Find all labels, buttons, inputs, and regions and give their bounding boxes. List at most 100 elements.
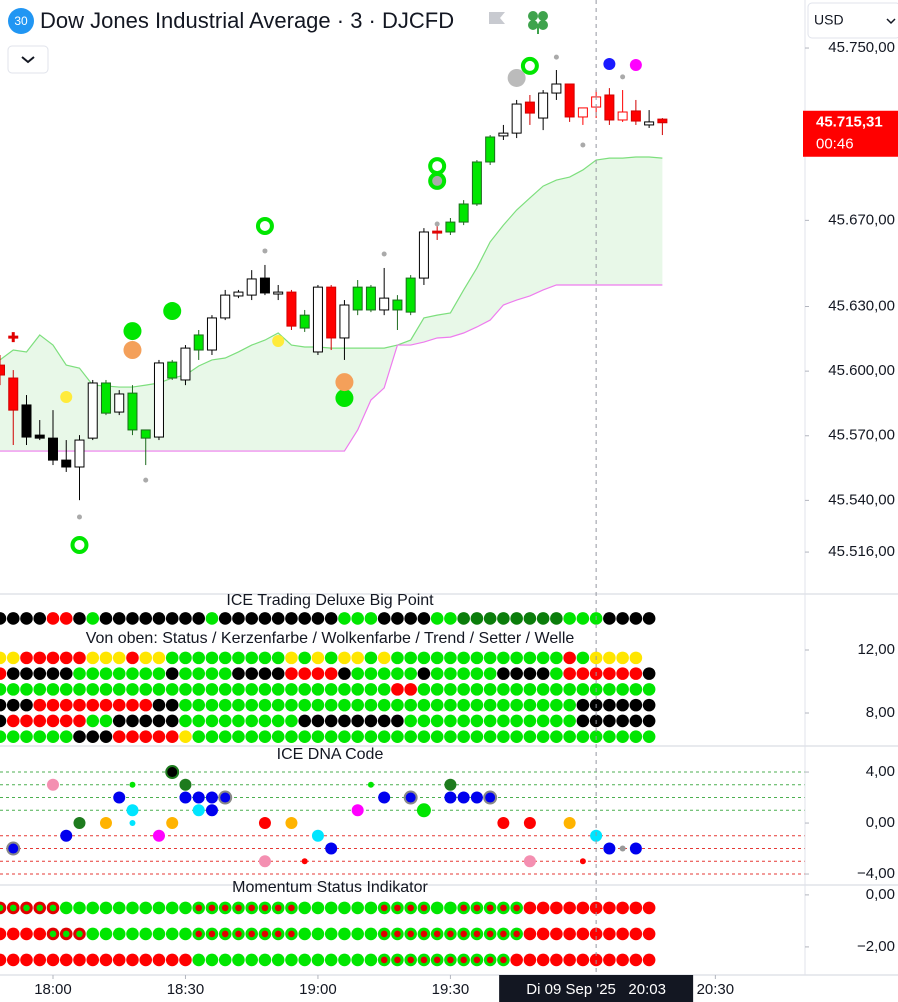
state-dot (417, 714, 431, 728)
candle-body (74, 439, 85, 468)
state-dot (311, 714, 325, 728)
flag-icon[interactable] (489, 12, 505, 24)
state-dot (391, 667, 404, 680)
state-dot (0, 612, 7, 625)
state-dot (324, 667, 338, 680)
candle-body (657, 118, 668, 124)
state-dot (205, 651, 219, 665)
candle-body (617, 111, 628, 121)
state-dot (46, 612, 60, 625)
state-dot (642, 683, 656, 696)
state-dot-core (380, 930, 388, 938)
dna-dot (205, 791, 218, 804)
state-dot (576, 683, 590, 696)
state-dot-core (486, 904, 494, 912)
state-dot (112, 901, 126, 915)
state-dot (285, 667, 298, 680)
state-dot-core (420, 956, 428, 964)
state-dot (444, 714, 457, 728)
candle-body (538, 92, 549, 119)
state-dot (218, 612, 232, 625)
dna-dot (258, 817, 271, 830)
state-dot (218, 714, 232, 728)
dna-dot (523, 817, 536, 830)
signal-dot (553, 54, 559, 60)
state-dot (271, 730, 285, 743)
state-dot (139, 683, 153, 696)
state-dot (232, 714, 245, 728)
state-dot (192, 730, 206, 743)
currency-select[interactable] (807, 2, 898, 39)
state-dot (33, 698, 47, 712)
state-dot (523, 683, 537, 696)
state-dot (20, 683, 33, 696)
state-dot (73, 683, 86, 696)
state-dot (285, 651, 298, 665)
state-dot (73, 953, 86, 967)
dna-dot (378, 791, 391, 804)
candle-body (153, 362, 164, 438)
state-dot (470, 683, 484, 696)
state-dot (377, 714, 391, 728)
state-dot (603, 714, 616, 728)
state-dot-core (261, 904, 269, 912)
state-dot (523, 612, 537, 625)
state-dot (457, 667, 470, 680)
interval-badge (8, 8, 34, 34)
state-dot (576, 927, 590, 941)
state-dot (470, 612, 484, 625)
state-dot (523, 927, 537, 941)
collapse-button[interactable] (7, 45, 49, 74)
candle-body (339, 304, 350, 339)
state-dot (59, 683, 73, 696)
state-dot (324, 683, 338, 696)
state-dot (271, 698, 285, 712)
state-dot (33, 651, 47, 665)
state-dot (351, 714, 364, 728)
state-dot (642, 698, 656, 712)
state-dot (179, 698, 192, 712)
state-dot (324, 927, 338, 941)
state-dot (377, 683, 391, 696)
candle-body (167, 361, 178, 379)
crosshair-label: Di 09 Sep '25 20:03 (526, 981, 666, 998)
state-dot (33, 927, 47, 941)
state-dot (351, 683, 364, 696)
dna-dot (629, 842, 642, 855)
state-dot (457, 714, 470, 728)
state-dot-core (513, 930, 520, 938)
state-dot (218, 953, 232, 967)
state-dot (165, 612, 179, 625)
state-dot-core (460, 956, 467, 964)
state-dot (165, 714, 179, 728)
dna-dot (470, 791, 483, 804)
state-dot (139, 901, 153, 915)
state-dot-core (473, 956, 481, 964)
state-dot (271, 651, 285, 665)
state-dot (218, 667, 232, 680)
candle-body (418, 231, 429, 279)
dna-dot (192, 804, 205, 817)
state-dot (629, 612, 643, 625)
state-dot (285, 612, 298, 625)
state-dot (0, 651, 7, 665)
chevron (21, 56, 35, 64)
state-dot (364, 667, 378, 680)
state-dot (152, 714, 166, 728)
state-dot (629, 901, 643, 915)
state-dot (351, 612, 364, 625)
state-dot (444, 698, 457, 712)
state-dot (86, 953, 100, 967)
candle-body (193, 334, 204, 351)
pane-title: ICE DNA Code (277, 746, 384, 763)
state-dot (126, 612, 139, 625)
state-dot (6, 953, 20, 967)
state-dot-core (23, 904, 30, 912)
state-dot (6, 927, 20, 941)
state-dot (430, 714, 444, 728)
signal-ring (255, 216, 274, 235)
signal-dot (620, 74, 626, 80)
state-dot (444, 612, 457, 625)
state-dot (483, 714, 497, 728)
